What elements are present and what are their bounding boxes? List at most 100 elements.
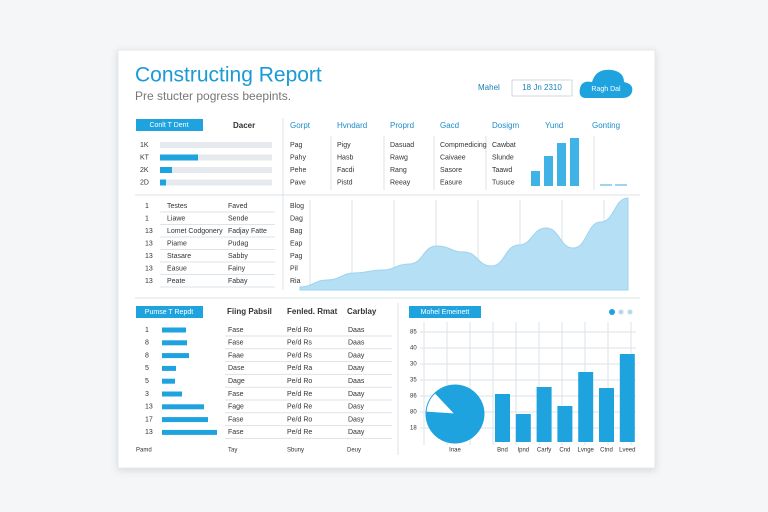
column-header: Gonting (592, 121, 620, 130)
bar (162, 327, 186, 333)
row-id: 5 (145, 365, 149, 372)
date: 18 Jn 2310 (522, 83, 562, 92)
bar (162, 429, 217, 435)
cell: Peate (167, 278, 185, 285)
axis-label: Eap (290, 240, 303, 247)
column-header: Yund (545, 121, 563, 130)
cell: Fadjay Fatte (228, 228, 267, 235)
row-id: 13 (145, 429, 153, 436)
cell: Pe/d Rs (287, 352, 312, 359)
bar (162, 353, 189, 359)
cell: Pe/d Rs (287, 340, 312, 347)
column-header: Fenled. Rmat (287, 307, 338, 316)
x-tick-label: Ipnd (517, 448, 529, 454)
bar (515, 414, 531, 442)
column-header: Dosigm (492, 121, 519, 130)
row-label: 2K (140, 167, 149, 174)
cloud-button[interactable] (579, 69, 633, 98)
cell: Fabay (228, 278, 248, 285)
footer-cell: Sbuny (287, 448, 304, 454)
x-tick-label: Lveed (619, 448, 635, 454)
cell: Fase (228, 416, 244, 423)
cell: Hasb (337, 154, 353, 161)
y-tick-label: 80 (410, 410, 417, 416)
bar (162, 340, 187, 346)
row-id: 1 (145, 327, 149, 334)
bar (536, 387, 552, 442)
cell: Daay (348, 391, 365, 398)
row-id: 8 (145, 352, 149, 359)
dot[interactable] (618, 309, 624, 315)
row-id: 3 (145, 391, 149, 398)
cell: Pahy (290, 154, 306, 161)
cell: Pe/d Re (287, 429, 312, 436)
cell: Pudag (228, 240, 248, 247)
dot[interactable] (627, 309, 633, 315)
cell: Piame (167, 240, 187, 247)
column-header: Proprd (390, 121, 414, 130)
cell: Pehe (290, 167, 306, 174)
bar (495, 394, 510, 442)
column-header: Gorpt (290, 121, 311, 130)
x-tick-label: Carfy (537, 448, 551, 454)
cell: Caivaee (440, 154, 466, 161)
section-tab (409, 306, 481, 318)
bar (162, 365, 176, 371)
button-label: Ragh Dal (591, 86, 621, 93)
row-id: 13 (145, 404, 153, 411)
cell: Pe/d Re (287, 391, 312, 398)
y-tick-label: 86 (410, 394, 417, 400)
cell: Rang (390, 167, 407, 174)
bar (599, 388, 614, 442)
cell: Dage (228, 378, 245, 385)
subtitle: Pre stucter pogress beepints. (135, 89, 291, 103)
cell: Daas (348, 340, 365, 347)
cell: Slunde (492, 154, 514, 161)
section-tab (136, 306, 203, 318)
row-id: 17 (145, 416, 153, 423)
area (299, 197, 629, 291)
cell: Daay (348, 429, 365, 436)
cell: Testes (167, 203, 188, 210)
cell: Dasuad (390, 142, 414, 149)
cell: Compmedicing (440, 142, 487, 149)
cell: Fainy (228, 265, 246, 272)
bar (619, 354, 635, 442)
axis-label: Pag (290, 253, 303, 260)
trend-bar (557, 143, 566, 186)
y-tick-label: 85 (410, 330, 417, 336)
cell: Dasy (348, 404, 364, 411)
axis-label: Pil (290, 265, 298, 272)
footer-cell: Deuy (347, 448, 361, 454)
cell: Pag (290, 142, 303, 149)
cell: Fase (228, 429, 244, 436)
cell: Daay (348, 352, 365, 359)
cell: Facdi (337, 167, 355, 174)
row-label: 1K (140, 142, 149, 149)
cell: Daay (348, 365, 365, 372)
cell: Dase (228, 365, 244, 372)
date-box[interactable] (511, 79, 573, 97)
cell: Daas (348, 327, 365, 334)
trend-bar (544, 156, 553, 186)
dot[interactable] (609, 309, 615, 315)
user: Mahel (478, 83, 500, 92)
column-header: Gacd (440, 121, 459, 130)
trend-bar (615, 184, 627, 186)
bar-track (160, 154, 272, 161)
cell: Pe/d Ro (287, 327, 312, 334)
row-label: KT (140, 154, 150, 161)
footer-cell: Tay (228, 448, 237, 454)
cell: Faved (228, 203, 248, 210)
heading: Dacer (233, 121, 255, 130)
axis-label: Dag (290, 215, 303, 222)
cell: Pave (290, 179, 306, 186)
cell: Sabby (228, 253, 248, 260)
bar-track (160, 142, 272, 148)
cell: Reeay (390, 179, 411, 186)
y-tick-label: 40 (410, 346, 417, 352)
cell: Pistd (337, 179, 353, 186)
cell: Cawbat (492, 142, 516, 149)
cell: Fase (228, 327, 244, 334)
axis-label: Ria (290, 278, 301, 285)
